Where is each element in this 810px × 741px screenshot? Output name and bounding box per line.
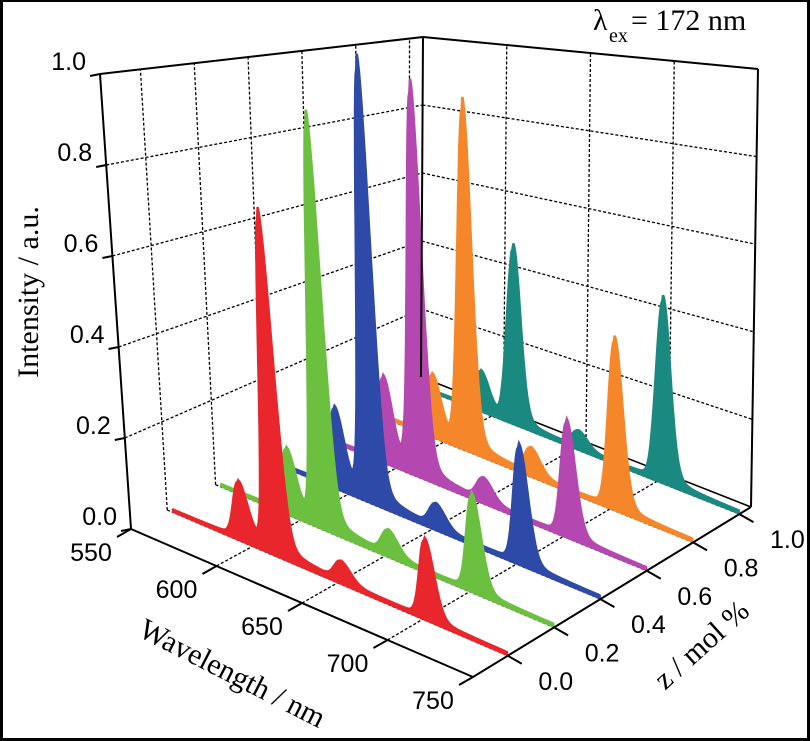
x-tick-label: 600 <box>156 576 198 604</box>
series-group <box>171 53 741 657</box>
z-tick <box>599 598 615 608</box>
grid-line-left-wall <box>106 104 423 166</box>
annotation-subscript: ex <box>609 25 628 47</box>
grid-line-back-wall <box>422 172 756 245</box>
series-0 <box>171 206 509 657</box>
y-tick-label: 0.2 <box>76 412 111 440</box>
grid-line-left-wall <box>112 172 423 257</box>
z-tick <box>738 513 754 523</box>
series-line-0 <box>171 206 509 654</box>
grid-line-left-wall <box>139 69 168 511</box>
tick-labels: 0.0 0.2 0.4 0.6 0.8 1.0 550 600 650 700 750 0.0 0.2 0… <box>51 48 805 715</box>
back-corner-edge <box>420 36 424 378</box>
y-tick <box>96 164 107 168</box>
y-tick-label: 0.0 <box>82 503 117 531</box>
z-tick-label: 0.2 <box>585 639 620 667</box>
grid-line-back-wall <box>667 60 675 475</box>
z-tick-label: 0.4 <box>631 611 666 639</box>
y-axis-label: Intensity / a.u. <box>12 206 45 378</box>
x-tick <box>373 639 388 649</box>
axes <box>89 36 759 686</box>
y-tick <box>114 437 125 441</box>
z-tick <box>553 626 569 637</box>
annotation-symbol: λ <box>593 4 608 37</box>
grid-line-back-wall <box>421 308 753 421</box>
grid-line-back-wall <box>585 52 592 443</box>
x-tick <box>287 602 303 612</box>
top-edge-left <box>99 36 424 75</box>
y-tick <box>89 73 101 77</box>
z-tick-label: 0.6 <box>677 583 712 611</box>
x-tick-label: 650 <box>241 613 283 641</box>
x-tick <box>458 676 474 686</box>
y-tick-label: 0.8 <box>57 139 92 167</box>
z-tick <box>646 569 662 580</box>
x-tick-label: 750 <box>412 687 454 715</box>
excitation-annotation: λ ex = 172 nm <box>593 4 746 47</box>
z-tick-label: 1.0 <box>770 526 805 554</box>
z-tick-label: 0.8 <box>724 554 759 582</box>
right-edge <box>750 68 759 508</box>
annotation-text: = 172 nm <box>631 4 746 37</box>
y-tick-label: 1.0 <box>51 48 86 76</box>
x-tick-label: 550 <box>70 539 112 567</box>
x-axis-label: Wavelength / nm <box>134 612 331 734</box>
y-tick <box>102 255 113 259</box>
top-edge-back <box>422 36 759 70</box>
grid-line-left-wall <box>193 63 217 485</box>
z-axis-line <box>472 506 752 678</box>
x-tick <box>202 565 217 575</box>
grid-line-back-wall <box>422 104 757 158</box>
y-tick <box>108 346 119 350</box>
y-tick-label: 0.6 <box>64 230 99 258</box>
z-tick <box>692 541 708 552</box>
y-axis-line <box>99 73 132 530</box>
waterfall-chart: 0.0 0.2 0.4 0.6 0.8 1.0 550 600 650 700 750 0.0 0.2 0… <box>12 4 805 735</box>
z-tick <box>507 654 523 665</box>
y-tick-label: 0.4 <box>70 321 105 349</box>
x-tick-label: 700 <box>327 650 369 678</box>
z-tick-label: 0.0 <box>538 668 573 696</box>
x-tick <box>116 528 132 538</box>
